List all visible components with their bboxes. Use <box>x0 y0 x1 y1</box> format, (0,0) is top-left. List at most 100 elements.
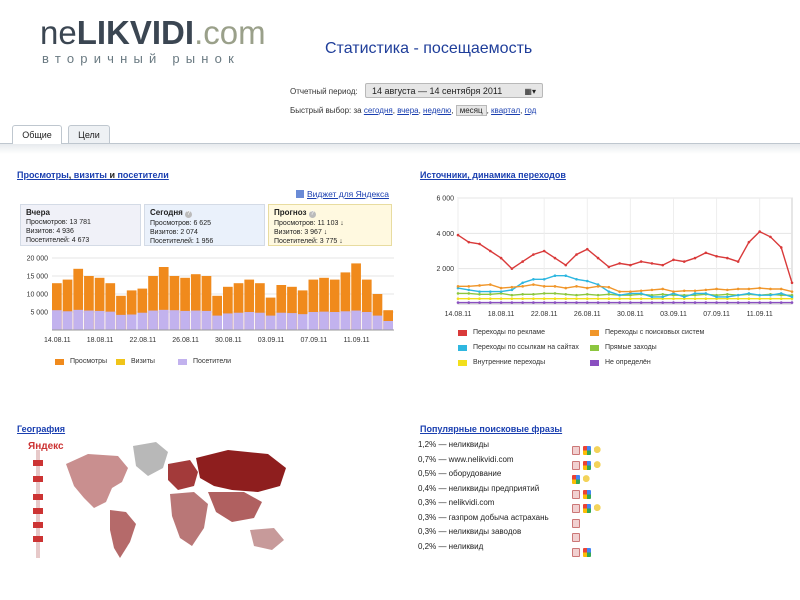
phrase-row[interactable]: 0,5% — оборудование <box>418 469 501 478</box>
zoom-in-button[interactable] <box>33 460 43 466</box>
visits-section-title[interactable]: Просмотры, визиты и посетители <box>17 170 169 180</box>
series-point <box>607 301 611 304</box>
map-south-america[interactable] <box>110 510 136 558</box>
geo-section-title[interactable]: География <box>17 424 66 434</box>
series-point <box>489 297 492 300</box>
bar-views <box>169 276 180 330</box>
zoom-step[interactable] <box>33 522 43 528</box>
series-point <box>704 251 708 255</box>
legend-visitors: Посетители <box>178 358 231 365</box>
series-point <box>618 301 621 304</box>
phrase-row[interactable]: 1,2% — неликвиды <box>418 440 489 449</box>
sources-section-title[interactable]: Источники, динамика переходов <box>420 170 566 180</box>
series-point <box>510 288 514 292</box>
series-point <box>596 256 600 260</box>
help-icon[interactable]: ? <box>185 211 193 218</box>
search-engine-icon[interactable] <box>594 504 602 513</box>
tab-goals[interactable]: Цели <box>68 125 110 143</box>
google-icon[interactable] <box>583 446 591 455</box>
help-icon[interactable]: ? <box>308 211 316 218</box>
bar-visitors <box>329 312 340 330</box>
legend-swatch <box>55 358 64 365</box>
map-zoom-control[interactable] <box>33 450 43 558</box>
series-point <box>553 285 557 288</box>
quick-week-link[interactable]: неделю <box>423 106 452 115</box>
map-north-america[interactable] <box>66 454 128 508</box>
period-selector[interactable]: 14 августа — 14 сентября 2011 ▦▾ <box>365 83 543 98</box>
series-point <box>467 288 471 292</box>
stat-line: Визитов: 3 967 ↓ <box>274 229 328 236</box>
zoom-step[interactable] <box>33 494 43 500</box>
phrase-text: 0,4% — неликвиды предприятий <box>418 483 540 493</box>
yandex-icon[interactable] <box>572 446 580 455</box>
zoom-out-button[interactable] <box>33 536 43 542</box>
x-tick-label: 26.08.11 <box>574 311 601 318</box>
google-icon[interactable] <box>583 489 591 499</box>
world-map <box>33 442 286 558</box>
yandex-icon[interactable] <box>572 504 580 513</box>
series-point <box>499 290 503 293</box>
google-icon[interactable] <box>583 547 591 557</box>
map-greenland[interactable] <box>133 442 168 476</box>
bar-views <box>62 279 73 330</box>
quick-year-link[interactable]: год <box>524 106 537 115</box>
phrase-row[interactable]: 0,7% — www.nelikvidi.com <box>418 455 514 464</box>
yandex-icon[interactable] <box>572 547 580 557</box>
series-point <box>747 301 751 304</box>
tab-general[interactable]: Общие <box>12 125 62 144</box>
phrase-row[interactable]: 0,2% — неликвид <box>418 542 483 551</box>
yandex-icon[interactable] <box>572 518 580 528</box>
series-point <box>726 301 729 304</box>
zoom-step[interactable] <box>33 476 43 482</box>
series-point <box>607 292 611 296</box>
bar-visitors <box>383 321 393 330</box>
legend-swatch <box>590 329 599 336</box>
bar-visitors <box>148 310 158 330</box>
series-point <box>715 255 718 258</box>
legend-unknown: Не определён <box>590 359 651 366</box>
search-engine-icon[interactable] <box>594 460 602 470</box>
map-europe[interactable] <box>168 460 198 490</box>
phrase-row[interactable]: 0,3% — газпром добыча астрахань <box>418 513 549 522</box>
series-point <box>790 281 794 285</box>
zoom-step[interactable] <box>33 508 43 514</box>
yandex-icon[interactable] <box>572 533 580 542</box>
series-point <box>532 253 535 256</box>
yandex-icon[interactable] <box>572 489 580 499</box>
legend-swatch <box>590 359 599 366</box>
series-point <box>564 301 568 304</box>
phrase-row[interactable]: 0,4% — неликвиды предприятий <box>418 484 539 493</box>
map-australia[interactable] <box>250 528 284 550</box>
zoom-track <box>36 450 40 558</box>
google-icon[interactable] <box>583 504 591 513</box>
quick-quarter-link[interactable]: квартал <box>491 106 521 115</box>
quick-yesterday-link[interactable]: вчера <box>397 106 419 115</box>
views-link[interactable]: Просмотры <box>17 170 69 180</box>
series-point <box>542 297 546 300</box>
logo-part-com: .com <box>194 14 266 51</box>
phrase-engine-icons <box>572 470 594 488</box>
map-africa[interactable] <box>170 492 208 546</box>
series-point <box>682 295 686 299</box>
google-icon[interactable] <box>583 460 591 470</box>
visits-link[interactable]: визиты <box>73 170 107 180</box>
phrase-row[interactable]: 0,3% — nelikvidi.com <box>418 498 494 507</box>
phrases-section-title[interactable]: Популярные поисковые фразы <box>420 424 563 434</box>
map-russia[interactable] <box>196 450 286 492</box>
series-point <box>542 292 546 295</box>
yandex-icon[interactable] <box>572 460 580 470</box>
google-icon[interactable] <box>572 475 580 484</box>
quick-month-selected[interactable]: месяц <box>455 105 487 116</box>
visitors-link[interactable]: посетители <box>117 170 169 180</box>
stat-line: Просмотров: 6 625 <box>150 220 211 227</box>
search-engine-icon[interactable] <box>583 475 591 484</box>
search-engine-icon[interactable] <box>594 446 602 455</box>
phrase-row[interactable]: 0,3% — неликвиды заводов <box>418 527 521 536</box>
yandex-widget-link[interactable]: Виджет для Яндекса <box>296 189 389 199</box>
quick-today-link[interactable]: сегодня <box>363 106 393 115</box>
legend-label: Прямые заходы <box>605 344 657 351</box>
quick-select: Быстрый выбор: за сегодня, вчера, неделю… <box>290 105 537 116</box>
series-point <box>553 297 557 300</box>
map-asia[interactable] <box>208 492 262 522</box>
series-point <box>564 297 568 300</box>
